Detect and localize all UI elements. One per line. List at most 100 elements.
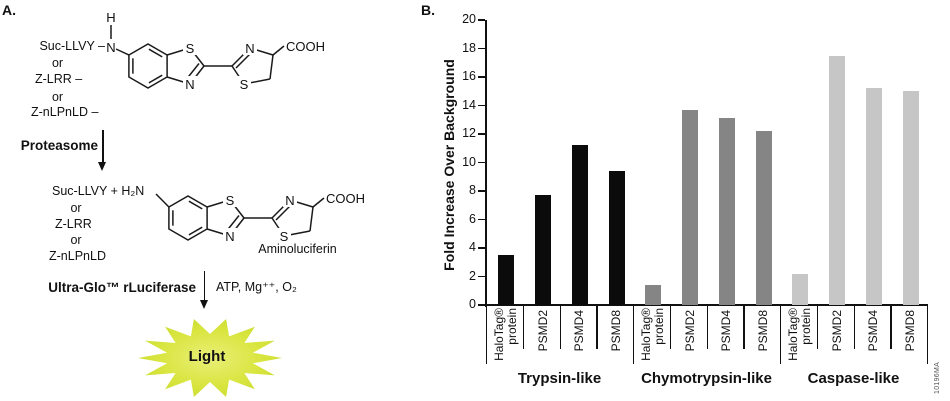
- y-axis-line: [485, 20, 487, 307]
- category-label: PSMD8: [609, 310, 624, 354]
- bar-caspase-like-psmd2: [829, 55, 846, 305]
- category-divider: [522, 305, 525, 349]
- category-label: PSMD2: [535, 310, 550, 354]
- category-label: HaloTag® protein: [639, 308, 667, 366]
- or-label: or: [70, 233, 82, 247]
- enzyme-proteasome: Proteasome: [20, 138, 98, 153]
- group-divider: [927, 305, 929, 364]
- or-label: or: [70, 201, 82, 215]
- bar-chymotrypsin-like-psmd2: [682, 109, 699, 305]
- bar-trypsin-like-psmd8: [608, 171, 625, 305]
- category-label-line: PSMD2: [682, 310, 697, 352]
- category-divider: [743, 305, 745, 349]
- category-label: PSMD4: [719, 310, 734, 354]
- bar-caspase-like-psmd8: [902, 91, 919, 305]
- substrate-suc-llvy: Suc-LLVY –: [39, 39, 105, 53]
- category-divider: [559, 305, 561, 349]
- group-label-trypsin-like: Trypsin-like: [517, 370, 602, 387]
- aminoluciferin-label: Aminoluciferin: [258, 242, 337, 256]
- category-label-line: protein: [505, 308, 520, 345]
- category-label: PSMD2: [829, 310, 844, 354]
- aminoluciferin-structure: S N N S COOH: [155, 191, 365, 244]
- y-axis-tick-label: 16: [462, 69, 476, 83]
- bar-chymotrypsin-like-psmd4: [718, 118, 735, 305]
- category-label: HaloTag® protein: [492, 308, 520, 366]
- figure-code: 10196MA: [934, 361, 941, 394]
- category-label: PSMD8: [903, 310, 918, 354]
- category-label-line: PSMD8: [609, 310, 624, 352]
- bar-trypsin-like-halotag-protein: [498, 255, 515, 305]
- reaction-arrow: [102, 130, 104, 164]
- category-label: HaloTag® protein: [786, 308, 814, 366]
- category-label: PSMD4: [572, 310, 587, 354]
- substrate-z-lrr: Z-LRR –: [35, 72, 83, 86]
- product-z-lrr: Z-LRR: [55, 217, 92, 231]
- category-label-line: PSMD2: [829, 310, 844, 352]
- category-label-line: PSMD8: [903, 310, 918, 352]
- atom-s: S: [226, 193, 235, 208]
- reaction-arrow-head: [98, 162, 107, 171]
- panel-b-label: B.: [421, 2, 435, 18]
- y-axis-tick-label: 10: [462, 154, 476, 169]
- category-label-line: PSMD4: [866, 310, 881, 352]
- category-label: PSMD2: [682, 310, 697, 354]
- product-z-nlpnld: Z-nLPnLD: [49, 249, 106, 263]
- product-suc-llvy-h2n: Suc-LLVY + H₂N: [52, 184, 145, 198]
- bar-trypsin-like-psmd4: [571, 145, 588, 305]
- y-axis-tick: [478, 104, 485, 107]
- y-axis-tick-label: 20: [462, 12, 476, 26]
- y-axis-tick-label: 2: [469, 268, 476, 283]
- y-axis-tick-label: 14: [462, 97, 476, 112]
- atom-n: N: [185, 77, 194, 92]
- category-divider: [706, 305, 708, 349]
- atom-label-backgrounds: [223, 192, 297, 243]
- substrate-z-nlpnld: Z-nLPnLD –: [31, 105, 99, 119]
- category-label-line: PSMD4: [719, 310, 734, 352]
- light-label: Light: [188, 348, 226, 365]
- category-label: PSMD4: [866, 310, 881, 354]
- category-divider: [853, 305, 855, 349]
- y-axis-tick: [478, 218, 485, 221]
- panel-a-label: A.: [2, 2, 16, 18]
- light-starburst: [138, 319, 282, 397]
- category-label-line: protein: [652, 308, 667, 345]
- atom-n: N: [245, 41, 254, 56]
- bar-caspase-like-halotag-protein: [792, 273, 809, 305]
- category-label-line: PSMD8: [756, 310, 771, 352]
- y-axis-tick: [478, 190, 485, 192]
- atom-s: S: [240, 77, 249, 92]
- y-axis-tick-label: 0: [469, 297, 476, 311]
- group-divider: [780, 305, 782, 364]
- group-label-caspase-like: Caspase-like: [807, 370, 900, 387]
- y-axis-tick-label: 6: [469, 211, 476, 226]
- bar-caspase-like-psmd4: [865, 88, 882, 305]
- atom-h: H: [106, 10, 115, 25]
- category-label-line: PSMD2: [535, 310, 550, 352]
- category-divider: [816, 305, 819, 349]
- category-label: PSMD8: [756, 310, 771, 354]
- y-axis-tick: [478, 76, 485, 78]
- category-divider: [596, 305, 598, 349]
- category-label-line: PSMD4: [572, 310, 587, 352]
- enzyme-ultra-glo-rluciferase: Ultra-Glo™ rLuciferase: [48, 280, 196, 295]
- group-divider: [486, 305, 488, 364]
- substrate-aminoluciferin-structure: H N S N N S COOH: [106, 10, 325, 92]
- y-axis-tick: [478, 133, 485, 135]
- reaction-arrow: [203, 271, 205, 302]
- or-label: or: [51, 90, 64, 104]
- atom-n: N: [106, 40, 115, 55]
- or-label: or: [51, 56, 64, 70]
- atom-s: S: [280, 229, 289, 244]
- atom-n: N: [225, 229, 234, 244]
- category-label-line: protein: [799, 308, 814, 345]
- y-axis-tick-label: 12: [462, 126, 476, 140]
- y-axis-tick-label: 4: [469, 240, 476, 254]
- y-axis-tick: [478, 275, 485, 278]
- cooh-group: COOH: [326, 191, 365, 206]
- y-axis-tick-label: 18: [462, 40, 476, 55]
- y-axis-tick-label: 8: [469, 183, 476, 197]
- y-axis-tick: [478, 161, 485, 164]
- y-axis-tick: [478, 304, 485, 306]
